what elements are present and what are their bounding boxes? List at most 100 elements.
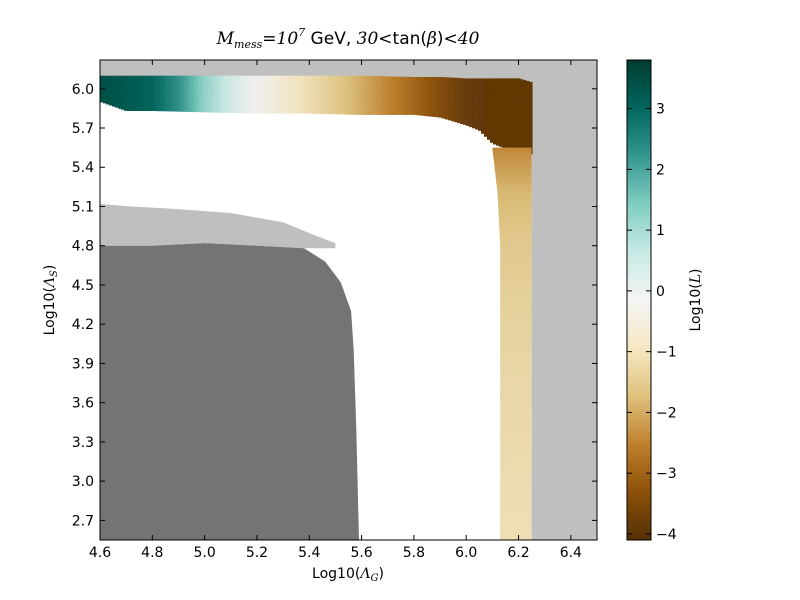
band-cell: [500, 486, 532, 491]
band-cell: [500, 357, 532, 362]
band-cell: [500, 378, 532, 383]
band-cell: [304, 75, 308, 114]
band-cell: [250, 75, 254, 114]
band-cell: [500, 534, 532, 539]
band-cell: [343, 75, 347, 115]
colorbar-gradient: [626, 59, 652, 541]
band-cell: [523, 80, 527, 155]
band-cell: [118, 75, 122, 109]
band-cell: [403, 76, 407, 115]
band-cell: [500, 495, 532, 500]
band-cell: [214, 75, 218, 113]
band-cell: [493, 159, 532, 164]
band-cell: [289, 75, 293, 114]
band-cell: [500, 402, 532, 407]
band-cell: [500, 396, 532, 401]
band-cell: [500, 321, 532, 326]
y-tick-label: 2.7: [72, 513, 94, 529]
band-cell: [139, 75, 143, 111]
band-cell: [500, 333, 532, 338]
colorbar-tick-label: −2: [656, 405, 677, 421]
band-cell: [421, 77, 425, 116]
band-cell: [493, 153, 532, 158]
band-cell: [500, 345, 532, 350]
band-cell: [500, 339, 532, 344]
band-cell: [478, 78, 482, 131]
band-cell: [520, 79, 524, 155]
band-cell: [499, 225, 532, 230]
band-cell: [436, 77, 440, 118]
band-cell: [494, 162, 532, 167]
band-cell: [445, 77, 449, 120]
band-cell: [497, 198, 532, 203]
band-cell: [500, 372, 532, 377]
colorbar-tick-label: −3: [656, 466, 677, 482]
band-cell: [493, 78, 497, 145]
band-cell: [500, 369, 532, 374]
band-cell: [373, 76, 377, 115]
band-cell: [346, 75, 350, 115]
band-cell: [388, 76, 392, 115]
colorbar-tick-label: 2: [656, 162, 665, 178]
band-cell: [492, 150, 532, 155]
band-cell: [169, 75, 173, 112]
band-cell: [500, 474, 532, 479]
band-cell: [352, 75, 356, 115]
band-cell: [500, 285, 532, 290]
colorbar-tick-label: 0: [656, 284, 665, 300]
band-cell: [484, 78, 488, 137]
band-cell: [463, 78, 467, 125]
band-cell: [283, 75, 287, 114]
band-cell: [451, 77, 455, 122]
y-tick-label: 4.2: [72, 317, 94, 333]
band-cell: [226, 75, 230, 113]
band-cell: [430, 77, 434, 117]
band-cell: [500, 489, 532, 494]
band-cell: [397, 76, 401, 115]
band-cell: [500, 504, 532, 509]
plot-area: 4.6 4.8 5.0 5.2 5.4 5.6 5.8 6.0 6.2 6.4 2.7 3.0 3.3…: [72, 59, 598, 561]
band-cell: [494, 165, 532, 170]
band-cell: [500, 441, 532, 446]
y-tick-label: 3.0: [72, 474, 94, 490]
band-cell: [292, 75, 296, 114]
band-cell: [154, 75, 158, 112]
band-cell: [361, 75, 365, 115]
band-cell: [500, 315, 532, 320]
band-cell: [406, 76, 410, 115]
band-cell: [499, 222, 532, 227]
band-cell: [280, 75, 284, 114]
band-cell: [349, 75, 353, 115]
band-cell: [394, 76, 398, 115]
band-cell: [358, 75, 362, 115]
band-cell: [500, 471, 532, 476]
band-cell: [109, 75, 113, 106]
band-cell: [265, 75, 269, 114]
band-cell: [481, 78, 485, 134]
band-cell: [500, 306, 532, 311]
band-cell: [148, 75, 152, 111]
band-cell: [112, 75, 116, 107]
band-cell: [106, 75, 110, 105]
band-cell: [500, 450, 532, 455]
band-cell: [500, 456, 532, 461]
band-cell: [220, 75, 224, 113]
band-cell: [500, 414, 532, 419]
band-cell: [238, 75, 242, 114]
band-cell: [517, 78, 521, 155]
band-cell: [409, 76, 413, 115]
band-cell: [121, 75, 125, 110]
colorbar-tick-label: 3: [656, 102, 665, 118]
band-cell: [322, 75, 326, 114]
band-cell: [500, 261, 532, 266]
band-cell: [500, 438, 532, 443]
band-cell: [496, 78, 500, 146]
band-cell: [259, 75, 263, 114]
band-cell: [514, 78, 518, 153]
band-cell: [498, 201, 532, 206]
colorbar-label: Log10(L): [688, 268, 704, 331]
band-cell: [499, 231, 532, 236]
y-tick-label: 4.8: [72, 239, 94, 255]
band-cell: [496, 183, 532, 188]
band-cell: [500, 267, 532, 272]
